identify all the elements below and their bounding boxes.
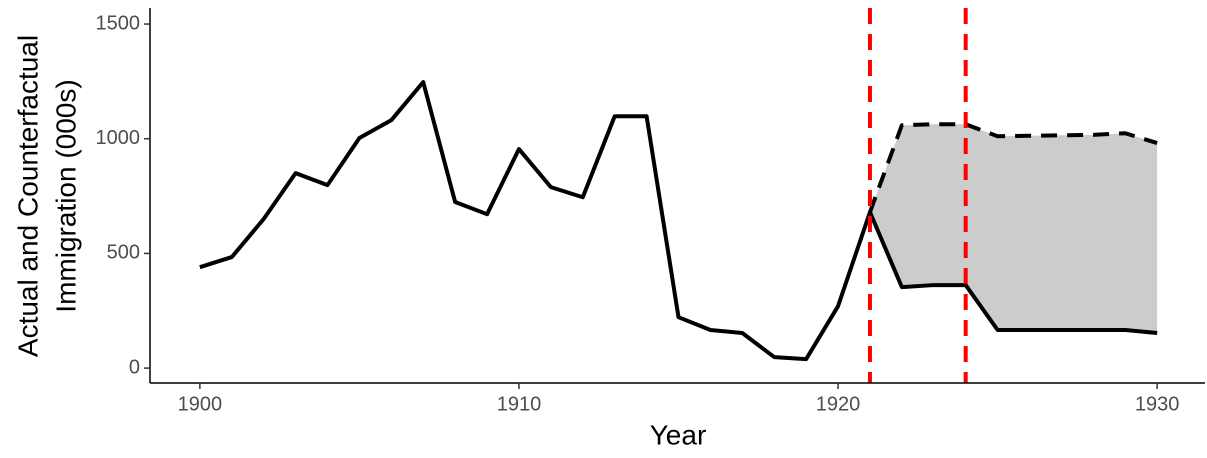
y-axis-title: Immigration (000s) bbox=[50, 79, 81, 312]
x-tick-label: 1900 bbox=[178, 393, 223, 415]
y-tick-label: 500 bbox=[107, 242, 140, 264]
x-tick-label: 1930 bbox=[1135, 393, 1180, 415]
y-tick-label: 1500 bbox=[96, 12, 141, 34]
series-line bbox=[199, 80, 1158, 362]
x-axis-title: Year bbox=[650, 419, 707, 450]
y-axis-title: Actual and Counterfactual bbox=[12, 35, 43, 357]
y-tick-label: 0 bbox=[129, 356, 140, 378]
x-tick-label: 1910 bbox=[497, 393, 542, 415]
shaded-area bbox=[869, 124, 1158, 334]
x-tick-label: 1920 bbox=[816, 393, 861, 415]
series-line bbox=[868, 122, 1158, 213]
y-tick-label: 1000 bbox=[96, 127, 141, 149]
